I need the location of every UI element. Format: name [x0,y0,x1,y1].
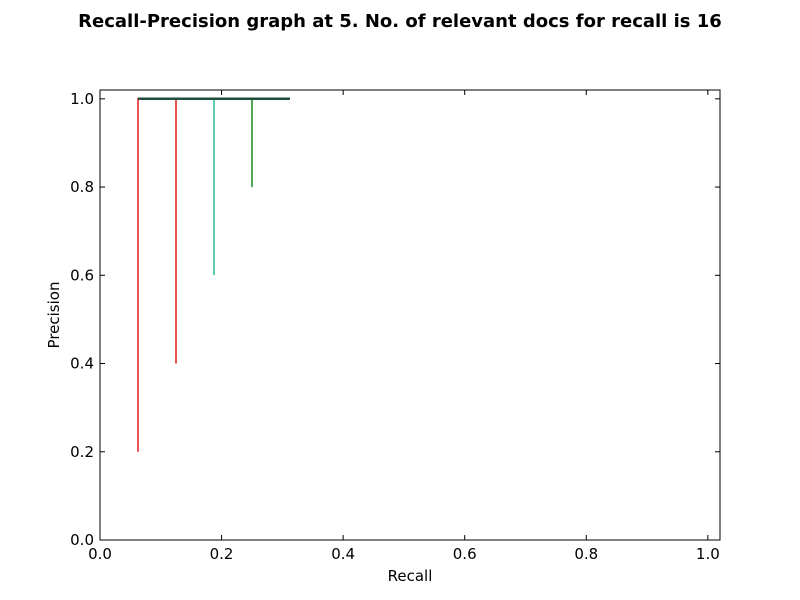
y-tick-label: 1.0 [70,90,94,108]
x-tick-label: 0.0 [88,545,112,563]
x-axis-label: Recall [388,567,433,585]
chart-title: Recall-Precision graph at 5. No. of rele… [78,11,722,32]
axes-frame [99,89,721,541]
x-tick-label: 0.6 [453,545,477,563]
x-tick-label: 0.4 [331,545,355,563]
y-axis-label: Precision [45,282,63,349]
y-tick-label: 0.6 [70,266,94,284]
x-tick-label: 0.8 [574,545,598,563]
y-tick-label: 0.2 [70,443,94,461]
y-tick-label: 0.0 [70,531,94,549]
y-tick-label: 0.8 [70,178,94,196]
y-tick-label: 0.4 [70,355,94,373]
x-tick-label: 1.0 [696,545,720,563]
plot-area [137,97,290,452]
x-tick-label: 0.2 [210,545,234,563]
ticks: 0.0 0.2 0.4 0.6 0.8 1.0 0.0 0.2 0.4 0.6 0.8 1.0 [70,90,720,563]
